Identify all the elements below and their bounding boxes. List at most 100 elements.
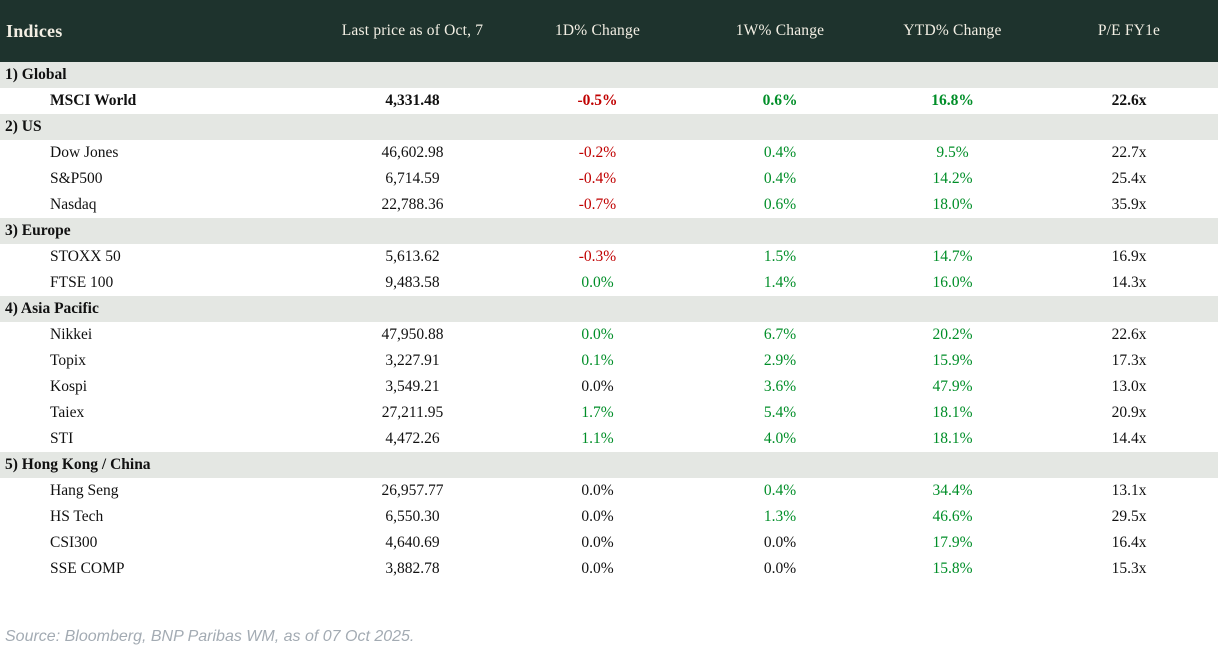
index-name-cell: Nasdaq	[50, 196, 97, 213]
table-row: STI 4,472.26 1.1% 4.0% 18.1% 14.4x	[0, 426, 1218, 452]
index-name-cell: Taiex	[50, 404, 85, 421]
table-row: Hang Seng 26,957.77 0.0% 0.4% 34.4% 13.1x	[0, 478, 1218, 504]
last-price-cell: 4,331.48	[385, 92, 440, 109]
index-name-cell: Dow Jones	[50, 144, 119, 161]
1w-change-cell: 0.6%	[762, 92, 798, 109]
section-label: 4) Asia Pacific	[5, 300, 99, 317]
source-note: Source: Bloomberg, BNP Paribas WM, as of…	[5, 628, 415, 645]
pe-cell: 16.4x	[1111, 534, 1147, 551]
table-row: SSE COMP 3,882.78 0.0% 0.0% 15.8% 15.3x	[0, 556, 1218, 582]
index-name-cell: STOXX 50	[50, 248, 121, 265]
section-row: 3) Europe	[0, 218, 1218, 244]
pe-cell: 16.9x	[1111, 248, 1147, 265]
ytd-change-cell: 18.0%	[932, 196, 973, 213]
1w-change-cell: 3.6%	[763, 378, 797, 395]
table-row: Nikkei 47,950.88 0.0% 6.7% 20.2% 22.6x	[0, 322, 1218, 348]
table-header: Indices Last price as of Oct, 7 1D% Chan…	[0, 0, 1218, 62]
last-price-cell: 3,227.91	[385, 352, 440, 369]
index-name-cell: FTSE 100	[50, 274, 114, 291]
last-price-cell: 4,640.69	[385, 534, 440, 551]
1d-change-cell: 0.0%	[581, 508, 614, 525]
table-row: Dow Jones 46,602.98 -0.2% 0.4% 9.5% 22.7x	[0, 140, 1218, 166]
pe-cell: 14.4x	[1111, 430, 1147, 447]
table-row: HS Tech 6,550.30 0.0% 1.3% 46.6% 29.5x	[0, 504, 1218, 530]
ytd-change-cell: 46.6%	[932, 508, 973, 525]
table-row: STOXX 50 5,613.62 -0.3% 1.5% 14.7% 16.9x	[0, 244, 1218, 270]
1w-change-cell: 0.6%	[763, 196, 797, 213]
1d-change-cell: 0.0%	[581, 378, 614, 395]
index-name-cell: MSCI World	[50, 92, 137, 109]
last-price-cell: 22,788.36	[381, 196, 444, 213]
1w-change-cell: 1.4%	[763, 274, 797, 291]
pe-cell: 22.7x	[1111, 144, 1147, 161]
pe-cell: 29.5x	[1111, 508, 1147, 525]
table-row: FTSE 100 9,483.58 0.0% 1.4% 16.0% 14.3x	[0, 270, 1218, 296]
pe-cell: 13.1x	[1111, 482, 1147, 499]
1w-change-cell: 0.4%	[763, 482, 797, 499]
1d-change-cell: -0.5%	[577, 92, 618, 109]
table-row: Topix 3,227.91 0.1% 2.9% 15.9% 17.3x	[0, 348, 1218, 374]
last-price-cell: 5,613.62	[385, 248, 440, 265]
1d-change-cell: 0.0%	[581, 326, 614, 343]
1d-change-cell: 0.0%	[581, 482, 614, 499]
last-price-cell: 4,472.26	[385, 430, 440, 447]
ytd-change-cell: 47.9%	[932, 378, 973, 395]
1w-change-cell: 1.3%	[763, 508, 797, 525]
ytd-change-cell: 15.8%	[932, 560, 973, 577]
1w-change-cell: 0.4%	[763, 144, 797, 161]
last-price-cell: 47,950.88	[381, 326, 444, 343]
section-label: 3) Europe	[5, 222, 71, 239]
ytd-change-cell: 16.0%	[932, 274, 973, 291]
ytd-change-cell: 14.7%	[932, 248, 973, 265]
1d-change-cell: 0.0%	[581, 274, 614, 291]
1d-change-cell: 1.7%	[581, 404, 614, 421]
last-price-cell: 9,483.58	[385, 274, 440, 291]
ytd-change-cell: 9.5%	[936, 144, 969, 161]
ytd-change-cell: 15.9%	[932, 352, 973, 369]
section-row: 1) Global	[0, 62, 1218, 88]
pe-cell: 17.3x	[1111, 352, 1147, 369]
table-row: S&P500 6,714.59 -0.4% 0.4% 14.2% 25.4x	[0, 166, 1218, 192]
index-name-cell: SSE COMP	[50, 560, 125, 577]
pe-cell: 22.6x	[1111, 92, 1147, 109]
column-header-ytd-change: YTD% Change	[903, 22, 1002, 39]
section-label: 5) Hong Kong / China	[5, 456, 151, 473]
index-name-cell: HS Tech	[50, 508, 104, 525]
1d-change-cell: 0.0%	[581, 560, 614, 577]
1w-change-cell: 5.4%	[763, 404, 797, 421]
section-label: 1) Global	[5, 66, 67, 83]
ytd-change-cell: 20.2%	[932, 326, 973, 343]
1d-change-cell: -0.3%	[578, 248, 617, 265]
last-price-cell: 46,602.98	[381, 144, 444, 161]
1d-change-cell: -0.4%	[578, 170, 617, 187]
1w-change-cell: 0.0%	[763, 534, 797, 551]
section-row: 5) Hong Kong / China	[0, 452, 1218, 478]
pe-cell: 13.0x	[1111, 378, 1147, 395]
index-name-cell: STI	[50, 430, 74, 447]
section-row: 2) US	[0, 114, 1218, 140]
ytd-change-cell: 14.2%	[932, 170, 973, 187]
index-name-cell: Hang Seng	[50, 482, 119, 499]
index-name-cell: Nikkei	[50, 326, 93, 343]
table-row: Nasdaq 22,788.36 -0.7% 0.6% 18.0% 35.9x	[0, 192, 1218, 218]
index-name-cell: S&P500	[50, 170, 103, 187]
last-price-cell: 6,714.59	[385, 170, 440, 187]
ytd-change-cell: 17.9%	[932, 534, 973, 551]
last-price-cell: 3,882.78	[385, 560, 440, 577]
1w-change-cell: 0.4%	[763, 170, 797, 187]
section-label: 2) US	[5, 118, 42, 135]
table-row: Kospi 3,549.21 0.0% 3.6% 47.9% 13.0x	[0, 374, 1218, 400]
pe-cell: 35.9x	[1111, 196, 1147, 213]
column-header-last-price: Last price as of Oct, 7	[341, 22, 484, 39]
1d-change-cell: -0.7%	[578, 196, 617, 213]
section-row: 4) Asia Pacific	[0, 296, 1218, 322]
table-body: 1) Global MSCI World 4,331.48 -0.5% 0.6% 16.8…	[0, 62, 1218, 582]
1d-change-cell: -0.2%	[578, 144, 617, 161]
column-header-pe: P/E FY1e	[1097, 22, 1161, 39]
last-price-cell: 3,549.21	[385, 378, 440, 395]
column-header-1w-change: 1W% Change	[735, 22, 825, 39]
column-header-1d-change: 1D% Change	[554, 22, 641, 39]
index-name-cell: Kospi	[50, 378, 88, 395]
last-price-cell: 6,550.30	[385, 508, 440, 525]
pe-cell: 22.6x	[1111, 326, 1147, 343]
